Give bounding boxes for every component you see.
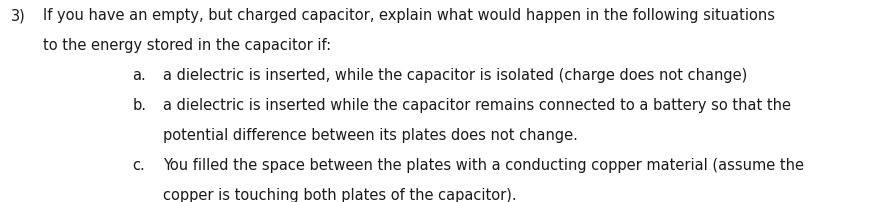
Text: copper is touching both plates of the capacitor).: copper is touching both plates of the ca…: [163, 187, 516, 202]
Text: 3): 3): [11, 8, 26, 23]
Text: b.: b.: [132, 98, 146, 113]
Text: a.: a.: [132, 68, 146, 83]
Text: If you have an empty, but charged capacitor, explain what would happen in the fo: If you have an empty, but charged capaci…: [43, 8, 775, 23]
Text: potential difference between its plates does not change.: potential difference between its plates …: [163, 128, 578, 143]
Text: a dielectric is inserted while the capacitor remains connected to a battery so t: a dielectric is inserted while the capac…: [163, 98, 790, 113]
Text: a dielectric is inserted, while the capacitor is isolated (charge does not chang: a dielectric is inserted, while the capa…: [163, 68, 747, 83]
Text: c.: c.: [132, 158, 145, 173]
Text: You filled the space between the plates with a conducting copper material (assum: You filled the space between the plates …: [163, 158, 804, 173]
Text: to the energy stored in the capacitor if:: to the energy stored in the capacitor if…: [43, 38, 331, 53]
